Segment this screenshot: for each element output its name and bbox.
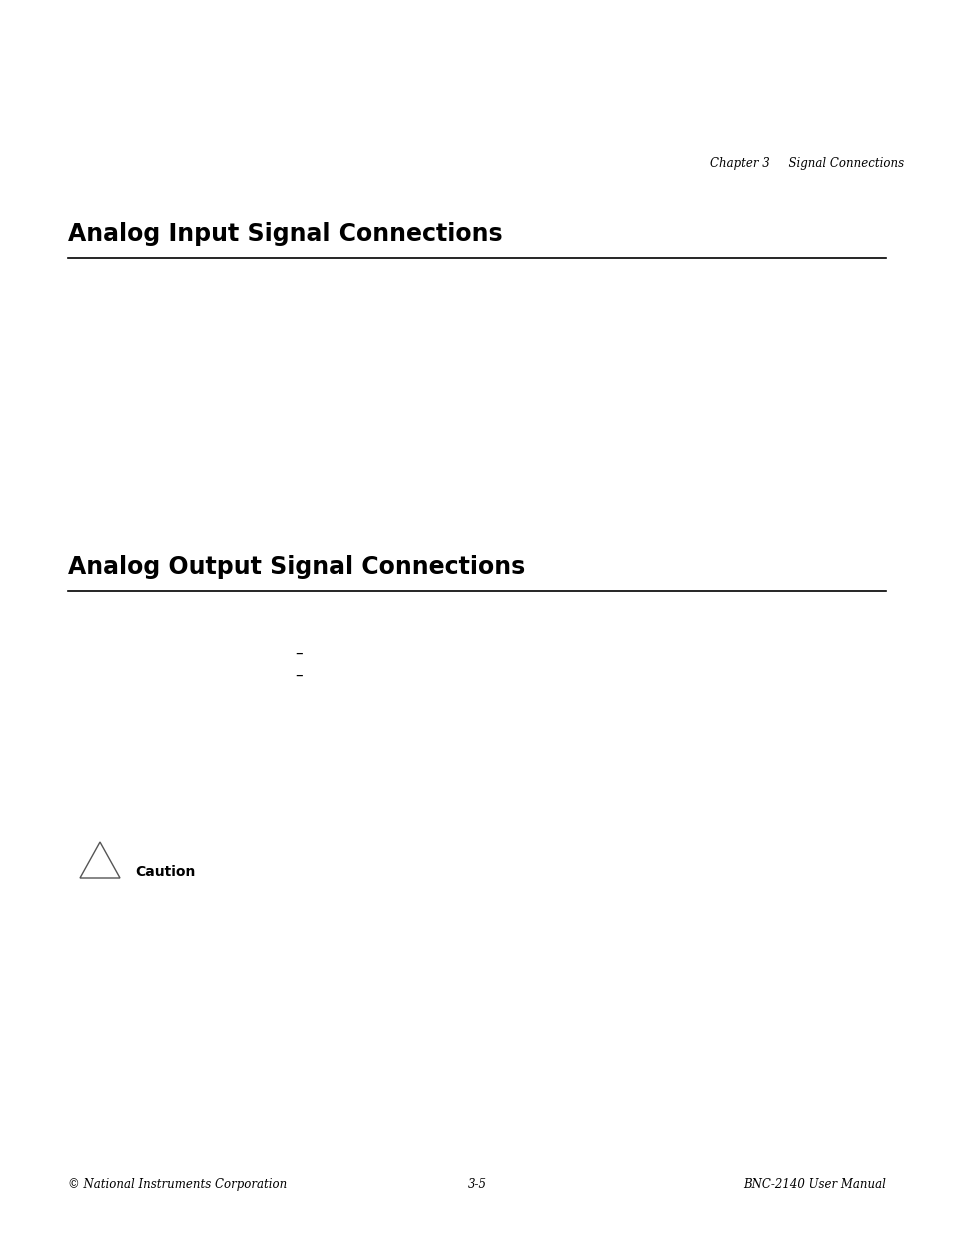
Text: BNC-2140 User Manual: BNC-2140 User Manual	[742, 1178, 885, 1191]
Text: –: –	[294, 646, 302, 661]
Text: Analog Output Signal Connections: Analog Output Signal Connections	[68, 555, 525, 579]
Text: Chapter 3     Signal Connections: Chapter 3 Signal Connections	[709, 157, 903, 170]
Text: Analog Input Signal Connections: Analog Input Signal Connections	[68, 222, 502, 246]
Text: 3-5: 3-5	[467, 1178, 486, 1191]
Text: –: –	[294, 668, 302, 683]
Text: © National Instruments Corporation: © National Instruments Corporation	[68, 1178, 287, 1191]
Text: Caution: Caution	[135, 864, 195, 879]
